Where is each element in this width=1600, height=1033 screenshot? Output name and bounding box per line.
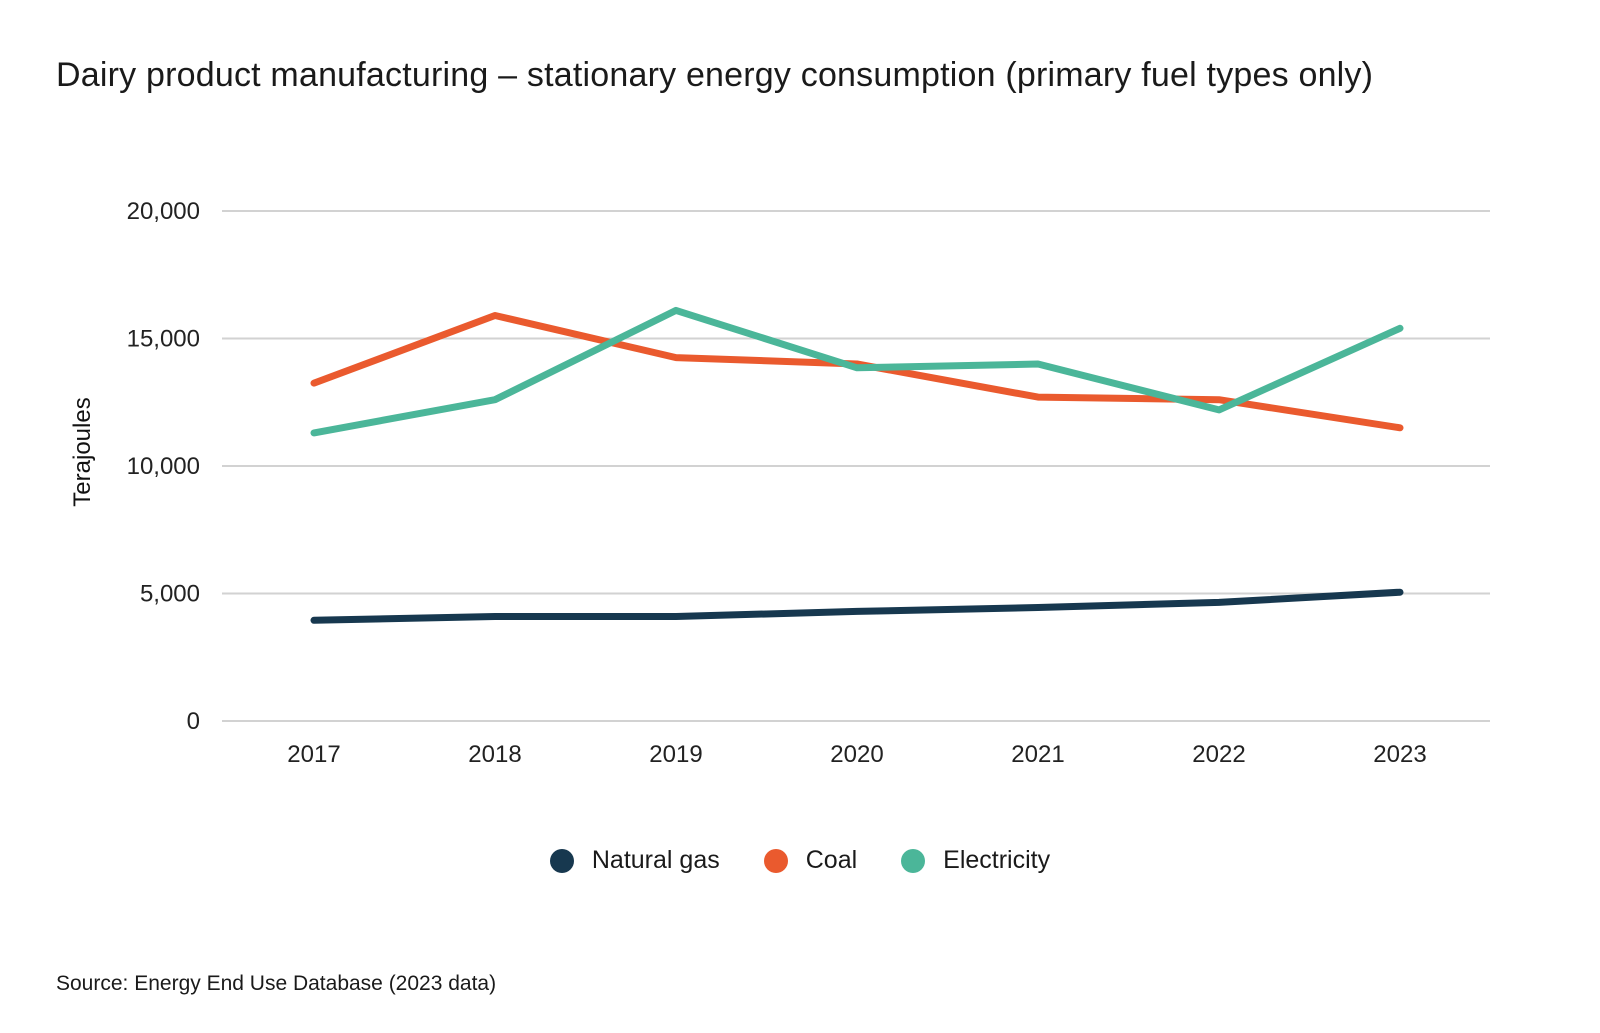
gridlines [222,210,1490,722]
y-tick-label: 10,000 [127,453,200,480]
y-tick-label: 15,000 [127,326,200,353]
series-line-coal [310,312,1404,432]
legend-label: Electricity [943,846,1051,874]
legend-dot-icon [763,848,788,873]
x-axis-ticks: 2017 2018 2019 2020 2021 2022 2023 [287,741,1426,768]
legend: Natural gas Coal Electricity [0,846,1600,875]
series-line-natural-gas [310,588,1404,624]
chart-title: Dairy product manufacturing – stationary… [56,56,1374,94]
legend-item: Coal [763,846,858,875]
legend-item: Electricity [901,846,1050,875]
x-tick-label: 2017 [287,741,340,768]
source-note: Source: Energy End Use Database (2023 da… [56,972,497,995]
legend-label: Natural gas [591,846,720,874]
x-tick-label: 2023 [1373,741,1426,768]
series-line-electricity [310,306,1404,437]
y-tick-label: 0 [187,708,200,735]
legend-dot-icon [549,848,574,873]
legend-label: Coal [805,846,858,874]
legend-dot-icon [901,848,926,873]
y-axis-ticks: 0 5,000 10,000 15,000 20,000 [127,198,200,735]
x-tick-label: 2018 [468,741,521,768]
series-lines [310,306,1404,624]
y-tick-label: 20,000 [127,198,200,225]
x-tick-label: 2020 [830,741,883,768]
x-tick-label: 2021 [1011,741,1064,768]
legend-item: Natural gas [549,846,720,875]
y-axis-label: Terajoules [69,397,96,506]
x-tick-label: 2019 [649,741,702,768]
x-tick-label: 2022 [1192,741,1245,768]
y-tick-label: 5,000 [140,581,200,608]
